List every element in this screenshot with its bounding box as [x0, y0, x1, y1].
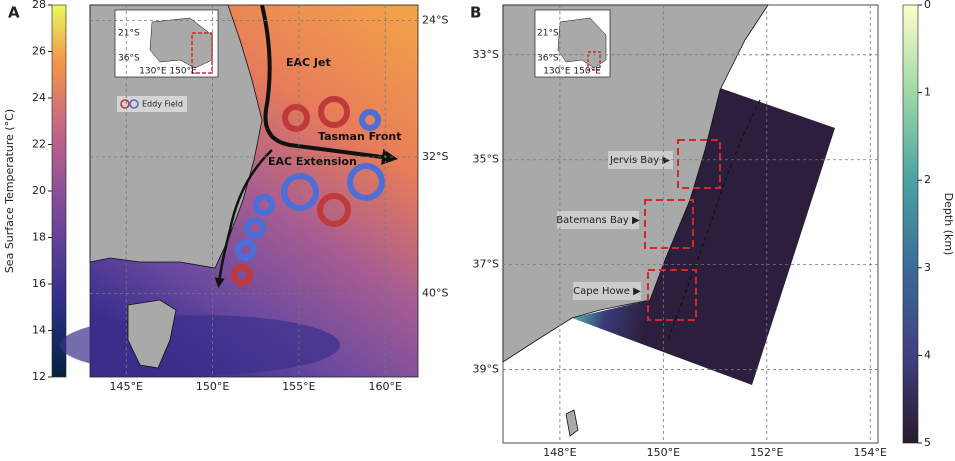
site-label-box	[573, 282, 641, 300]
lon-label: 155°E	[282, 380, 315, 393]
tasmania	[127, 299, 177, 369]
colorbar-title: Depth (km)	[942, 193, 955, 256]
shelf-contour	[667, 99, 761, 341]
inset-box	[191, 32, 213, 74]
panel-label: B	[470, 4, 481, 22]
colorbar-tick-label: 22	[32, 138, 46, 151]
inset-lat: 21°S	[537, 29, 559, 39]
map-b: 21°S 36°S 130°E 150°E Jervis Bay ▶ Batem…	[502, 4, 879, 444]
lon-label: 150°E	[647, 446, 680, 457]
lat-label: 37°S	[473, 258, 499, 271]
lon-label: 148°E	[543, 446, 576, 457]
lat-label: 24°S	[422, 13, 448, 26]
inset-lon: 130°E 150°E	[543, 67, 601, 77]
colorbar-tick-label: 18	[32, 231, 46, 244]
colorbar-tick-label: 24	[32, 91, 46, 104]
colorbar-title: Sea Surface Temperature (°C)	[3, 109, 16, 273]
eddies	[231, 96, 385, 286]
colorbar	[902, 4, 919, 444]
colorbar-tick-label: 16	[32, 277, 46, 290]
annotation: EAC Jet	[286, 56, 331, 69]
lat-label: 32°S	[422, 150, 448, 163]
lat-label: 35°S	[473, 153, 499, 166]
legend-text: Eddy Field	[142, 100, 183, 109]
inset-box	[587, 51, 601, 71]
colorbar-tick-label: 12	[32, 370, 46, 383]
site-label: Jervis Bay ▶	[609, 155, 670, 166]
lat-label: 33°S	[473, 48, 499, 61]
bathymetry	[572, 88, 835, 385]
lon-label: 154°E	[854, 446, 887, 457]
colorbar-tick-label: 26	[32, 45, 46, 58]
inset-land	[149, 17, 213, 69]
map-a: 21°S 36°S 130°E 150°E Eddy Field EAC Jet…	[60, 4, 419, 378]
colorbar-tick-label: 3	[924, 261, 931, 274]
colorbar-tick-label: 5	[924, 436, 931, 449]
lon-label: 150°E	[196, 380, 229, 393]
panel-label: A	[8, 4, 20, 22]
lon-label: 145°E	[110, 380, 143, 393]
colorbar-tick-label: 2	[924, 173, 931, 186]
island	[565, 409, 579, 437]
lat-label: 39°S	[473, 363, 499, 376]
eac-extension-arrow	[214, 149, 273, 288]
cool-water	[60, 315, 340, 375]
inset-lat: 36°S	[537, 54, 559, 64]
eac-jet-arrow	[260, 4, 398, 165]
inset-land	[557, 17, 607, 69]
inset-lat: 21°S	[118, 29, 140, 39]
australia-land	[502, 4, 769, 363]
legend-anticyclonic	[129, 99, 139, 109]
annotation: EAC Extension	[268, 155, 357, 168]
colorbar-tick-label: 0	[924, 0, 931, 11]
colorbar-tick-label: 14	[32, 324, 46, 337]
inset-lon: 130°E 150°E	[139, 67, 197, 77]
site-label: Cape Howe ▶	[573, 286, 641, 297]
colorbar-tick-label: 28	[32, 0, 46, 11]
colorbar-tick-label: 20	[32, 184, 46, 197]
site-label: Batemans Bay ▶	[556, 215, 640, 226]
site-label-box	[557, 211, 639, 229]
site-label-box	[608, 151, 673, 169]
colorbar	[51, 4, 67, 378]
lon-label: 160°E	[368, 380, 401, 393]
lat-label: 40°S	[422, 286, 448, 299]
colorbar-tick-label: 1	[924, 86, 931, 99]
colorbar-tick-label: 4	[924, 348, 931, 361]
lon-label: 152°E	[750, 446, 783, 457]
annotation: Tasman Front	[318, 130, 401, 143]
legend-cyclonic	[120, 99, 130, 109]
study-boxes	[644, 139, 721, 321]
inset-lat: 36°S	[118, 54, 140, 64]
